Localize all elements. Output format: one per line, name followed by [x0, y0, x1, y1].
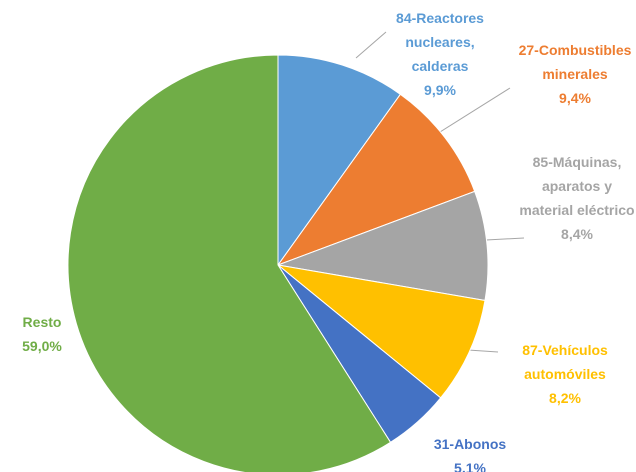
category-label: Resto	[22, 314, 62, 330]
value-label: 9,9%	[424, 82, 456, 98]
category-label: 27-Combustibles minerales	[518, 42, 632, 82]
pie-slice	[276, 264, 486, 399]
pie-slice	[277, 54, 402, 267]
slice-label: 87-Vehículos automóviles 8,2%	[500, 338, 630, 410]
value-label: 8,4%	[561, 226, 593, 242]
slice-label: 84-Reactores nucleares, calderas 9,9%	[380, 6, 500, 102]
pie-slice	[276, 190, 489, 302]
category-label: 85-Máquinas, aparatos y material eléctri…	[519, 154, 635, 218]
category-label: 87-Vehículos automóviles	[522, 342, 608, 382]
value-label: 59,0%	[22, 338, 62, 354]
pie-slice	[276, 93, 476, 267]
leader-line	[355, 31, 387, 59]
slice-label: 27-Combustibles minerales 9,4%	[515, 38, 635, 110]
pie-slice	[67, 54, 392, 472]
value-label: 9,4%	[559, 90, 591, 106]
category-label: 84-Reactores nucleares, calderas	[396, 10, 484, 74]
slice-label: 31-Abonos 5,1%	[410, 432, 530, 472]
slice-label: Resto 59,0%	[0, 310, 84, 358]
value-label: 8,2%	[549, 390, 581, 406]
value-label: 5,1%	[454, 460, 486, 472]
category-label: 31-Abonos	[433, 436, 507, 452]
leader-line	[485, 237, 525, 241]
slice-label: 85-Máquinas, aparatos y material eléctri…	[518, 150, 636, 246]
leader-line	[439, 87, 511, 133]
leader-line	[467, 349, 499, 353]
